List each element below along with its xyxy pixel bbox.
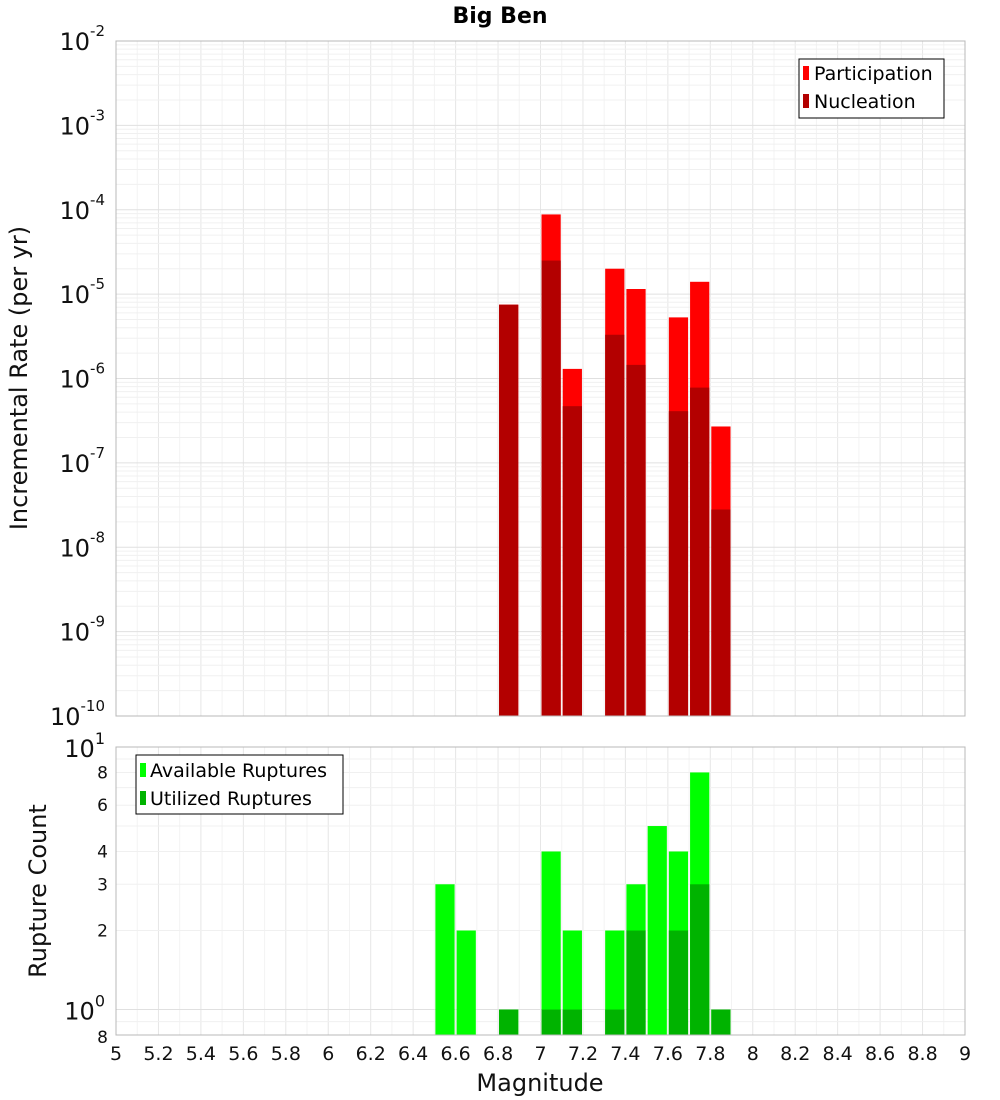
legend-swatch-utilized: [140, 791, 146, 805]
rate-plot-border: [115, 40, 966, 717]
count-bar-available-ruptures: [562, 930, 582, 1035]
legend-swatch-participation: [803, 66, 809, 80]
x-axis-label: Magnitude: [476, 1069, 603, 1097]
x-tick-label: 5.8: [271, 1043, 301, 1065]
count-bar-available-ruptures: [456, 930, 476, 1035]
legend-swatch-nucleation: [803, 94, 809, 108]
x-tick-label: 5.4: [186, 1043, 216, 1065]
rate-panel: 10-10 10-9 10-8 10-7 10-6 10-5 10-4 10-3 10-2 In…: [5, 22, 966, 731]
x-tick-label: 7.2: [568, 1043, 598, 1065]
rate-bar-nucleation: [711, 509, 731, 716]
rate-bars: [499, 214, 731, 717]
rate-bar-nucleation: [668, 411, 689, 716]
x-tick-label: 6.2: [356, 1043, 386, 1065]
count-legend: Available Ruptures Utilized Ruptures: [135, 754, 344, 815]
y-tick-label: 10-7: [59, 444, 105, 478]
y-tick-label: 10-3: [59, 106, 105, 140]
y-tick-label: 6: [97, 796, 108, 816]
y-tick-label: 10-2: [59, 22, 105, 56]
rate-legend: Participation Nucleation: [798, 58, 945, 119]
count-bar-available-ruptures: [435, 884, 455, 1035]
x-tick-label: 8.8: [907, 1043, 937, 1065]
count-bar-available-ruptures: [605, 930, 625, 1035]
count-bar-utilized-ruptures: [711, 1009, 731, 1035]
rate-grid: [115, 40, 966, 717]
x-tick-label: 5.2: [143, 1043, 173, 1065]
y-tick-label: 101: [64, 729, 105, 763]
rate-bar-nucleation: [499, 304, 519, 716]
y-tick-label: 8: [97, 763, 108, 783]
rate-y-axis-label: Incremental Rate (per yr): [5, 226, 33, 530]
count-bar-utilized-ruptures: [626, 930, 646, 1035]
y-tick-label: 10-9: [59, 613, 105, 647]
x-tick-label: 7.8: [695, 1043, 725, 1065]
x-tick-label: 6.8: [483, 1043, 513, 1065]
y-tick-label: 4: [97, 842, 108, 862]
legend-label-participation: Participation: [814, 63, 933, 85]
x-tick-label: 5.6: [228, 1043, 258, 1065]
legend-label-utilized: Utilized Ruptures: [150, 788, 312, 810]
y-tick-label: 100: [64, 992, 105, 1026]
y-tick-label: 10-10: [50, 697, 105, 731]
y-tick-label: 8: [97, 1028, 108, 1048]
y-tick-label: 10-4: [59, 191, 105, 225]
x-tick-label: 6: [322, 1043, 334, 1065]
count-bar-utilized-ruptures: [562, 1009, 582, 1035]
y-tick-label: 3: [97, 875, 108, 895]
legend-label-nucleation: Nucleation: [814, 91, 916, 113]
x-tick-label: 8.6: [865, 1043, 895, 1065]
chart-title: Big Ben: [452, 4, 547, 29]
count-plot-border: [115, 746, 966, 1036]
count-legend-box: [135, 754, 344, 815]
count-bar-utilized-ruptures: [499, 1009, 519, 1035]
count-bar-utilized-ruptures: [605, 1009, 625, 1035]
x-tick-label: 8: [747, 1043, 759, 1065]
y-tick-label: 10-8: [59, 528, 105, 562]
count-bar-utilized-ruptures: [690, 884, 710, 1035]
x-tick-label: 8.4: [823, 1043, 853, 1065]
count-bar-available-ruptures: [647, 826, 667, 1035]
x-tick-label: 9: [959, 1043, 971, 1065]
x-tick-label: 8.2: [780, 1043, 810, 1065]
x-tick-label: 7.6: [653, 1043, 683, 1065]
x-ticks: 5 5.2 5.4 5.6 5.8 6 6.2 6.4 6.6 6.8 7 7.2 7.4 7.6 7.8 8…: [110, 1043, 971, 1065]
y-tick-label: 10-5: [59, 275, 105, 309]
count-bars: [435, 772, 731, 1035]
count-y-axis-label: Rupture Count: [24, 804, 52, 978]
rate-y-ticks: 10-10 10-9 10-8 10-7 10-6 10-5 10-4 10-3 10-2: [50, 22, 105, 731]
rate-bar-nucleation: [562, 406, 582, 716]
x-tick-label: 7.4: [610, 1043, 640, 1065]
y-tick-label: 10-6: [59, 360, 105, 394]
x-tick-label: 6.6: [440, 1043, 470, 1065]
legend-label-available: Available Ruptures: [150, 760, 327, 782]
rate-bar-nucleation: [541, 260, 561, 716]
rate-legend-box: [798, 58, 945, 119]
legend-swatch-available: [140, 763, 146, 777]
count-bar-utilized-ruptures: [541, 1009, 561, 1035]
rate-bar-nucleation: [605, 334, 625, 716]
x-tick-label: 7: [534, 1043, 546, 1065]
x-tick-label: 6.4: [398, 1043, 428, 1065]
count-bar-available-ruptures: [541, 851, 561, 1035]
rate-bar-nucleation: [690, 387, 710, 716]
y-tick-label: 2: [97, 922, 108, 942]
rate-bar-nucleation: [626, 364, 646, 716]
count-bar-utilized-ruptures: [668, 930, 689, 1035]
x-tick-label: 5: [110, 1043, 122, 1065]
